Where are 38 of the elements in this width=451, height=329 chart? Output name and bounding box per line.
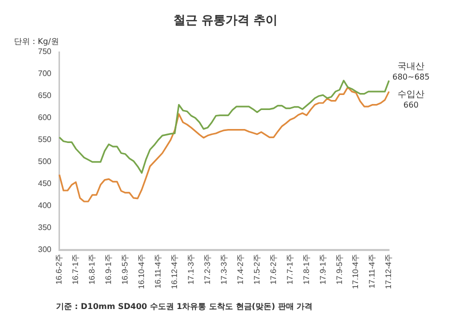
x-tick-label: 17.11-4주 (368, 254, 377, 288)
x-tick-label: 16.9-1주 (104, 254, 113, 285)
x-tick-label: 17.7-1주 (285, 254, 294, 285)
text: 기준 : D10mm SD400 수도권 1차유통 도착도 현금(맞돈) 판매 가격 (56, 301, 313, 312)
x-tick-label: 16.8-1주 (88, 254, 97, 285)
x-tick-label: 17.1-3주 (186, 254, 196, 285)
x-tick-label: 16.6-2주 (54, 254, 64, 285)
x-tick-label: 17.5-2주 (252, 254, 262, 285)
x-tick-label: 16.10-4주 (136, 254, 146, 290)
y-tick-label: 650 (38, 91, 52, 100)
y-tick-label: 350 (38, 223, 52, 232)
x-tick-label: 17.12-4주 (384, 254, 394, 290)
x-tick-label: 17.3-3주 (219, 254, 228, 285)
y-tick-label: 550 (38, 135, 52, 144)
series-label: 국내산 (398, 62, 424, 72)
x-tick-label: 17.10-4주 (351, 254, 360, 290)
annotation: 680~685 (392, 72, 430, 82)
y-tick-label: 300 (38, 245, 52, 254)
x-tick-label: 17.9-5주 (334, 254, 344, 285)
y-tick-label: 700 (38, 69, 52, 78)
y-axis-title: 단위 : Kg/원 (14, 36, 59, 47)
series-label: 수입산 (398, 90, 424, 100)
x-tick-label: 17.4-2주 (236, 254, 245, 285)
x-tick-label: 17.2-3주 (202, 254, 212, 285)
x-tick-label: 17.6-2주 (268, 254, 278, 285)
y-tick-label: 600 (38, 113, 52, 122)
y-tick-label: 450 (38, 179, 52, 188)
x-tick-label: 17.8-1주 (302, 254, 311, 285)
x-tick-label: 16.12-4주 (170, 254, 179, 290)
y-tick-label: 750 (38, 47, 52, 56)
annotation: 660 (403, 100, 419, 110)
x-tick-label: 16.9-5주 (120, 254, 130, 285)
x-tick-label: 17.9-1주 (318, 254, 328, 285)
x-tick-label: 16.11-4주 (153, 254, 162, 288)
y-tick-label: 500 (38, 157, 52, 166)
x-tick-label: 16.7-1주 (71, 254, 80, 285)
chart-title: 철근 유통가격 추이 (172, 12, 279, 29)
y-tick-label: 400 (38, 201, 52, 210)
